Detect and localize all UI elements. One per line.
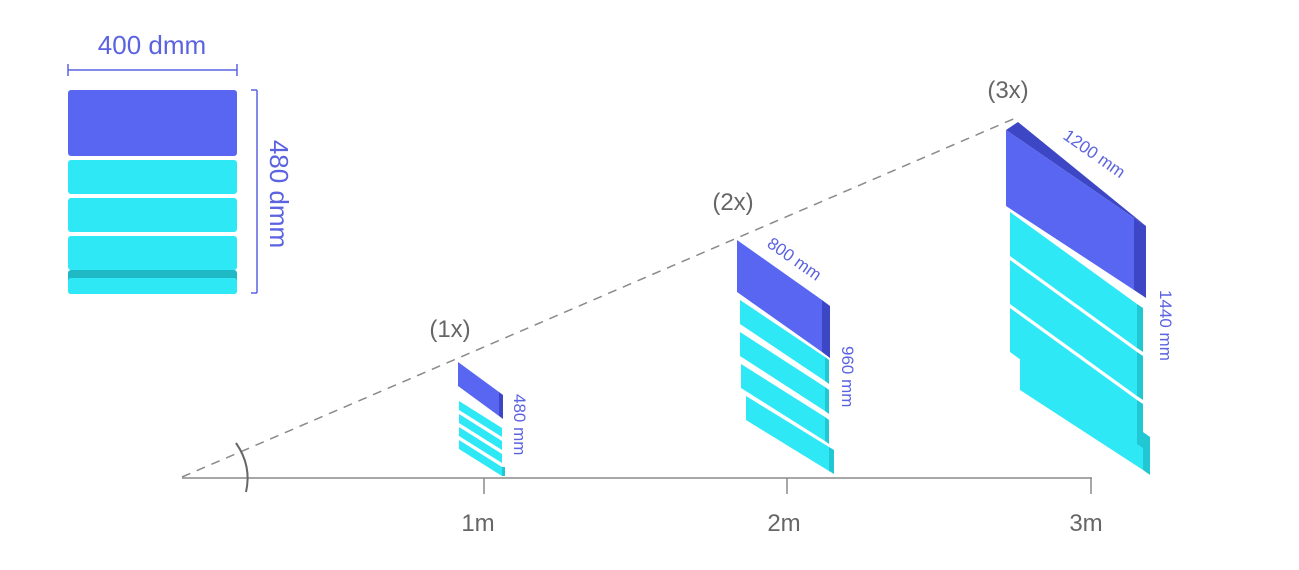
row-block-side (1137, 400, 1143, 448)
reference-row-shadow-top (68, 278, 237, 294)
sight-line (181, 116, 1019, 478)
row-block (459, 427, 502, 463)
distance-axis: 1m 2m 3m (182, 442, 1103, 537)
row-block-side (502, 467, 505, 476)
reference-header-block (68, 90, 237, 156)
row-block (741, 364, 825, 441)
scale-label-2x: (2x) (712, 189, 753, 216)
row-block (459, 440, 502, 476)
header-block-top (1006, 122, 1146, 226)
row-block (746, 396, 829, 471)
row-block (740, 300, 825, 381)
reference-card: 400 dmm 480 dmm (67, 30, 294, 294)
angle-arc-icon (235, 442, 249, 493)
row-block-side (825, 357, 829, 384)
header-block (458, 362, 499, 416)
scaled-card-3x: (3x) 1200 mm 1440 mm (987, 77, 1175, 475)
row-block (1010, 212, 1137, 348)
row-block-side (1143, 432, 1150, 475)
scaled-card-2x: (2x) 800 mm 960 mm (712, 189, 857, 474)
scale-label-3x: (3x) (987, 77, 1028, 104)
axis-tick-label-2m: 2m (767, 510, 800, 537)
axis-tick-label-3m: 3m (1069, 510, 1102, 537)
height-label-2x: 960 mm (838, 346, 857, 407)
axis-tick-label-1m: 1m (461, 510, 494, 537)
header-block (737, 240, 822, 352)
row-block (1010, 260, 1137, 396)
row-block-side (825, 387, 829, 414)
row-block-side (829, 447, 834, 474)
reference-row-block (68, 160, 237, 194)
height-label-3x: 1440 mm (1156, 290, 1175, 361)
row-block (459, 401, 502, 437)
reference-row-block (68, 198, 237, 232)
height-label-1x: 480 mm (510, 394, 529, 455)
row-block (459, 414, 502, 450)
header-block-side (1134, 218, 1146, 298)
row-block (1010, 308, 1137, 444)
header-block-side (822, 300, 830, 358)
row-block-side (825, 417, 829, 444)
scaled-card-1x: (1x) 480 mm (429, 316, 529, 476)
width-dimension-label: 400 dmm (98, 30, 206, 60)
scale-label-1x: (1x) (429, 316, 470, 343)
row-block-side (1137, 304, 1143, 352)
height-dimension-label: 480 dmm (264, 140, 294, 248)
reference-row-block (68, 236, 237, 270)
header-block-side (499, 392, 503, 419)
header-block (1006, 130, 1134, 290)
row-block (740, 332, 825, 411)
row-block-side (1137, 352, 1143, 400)
